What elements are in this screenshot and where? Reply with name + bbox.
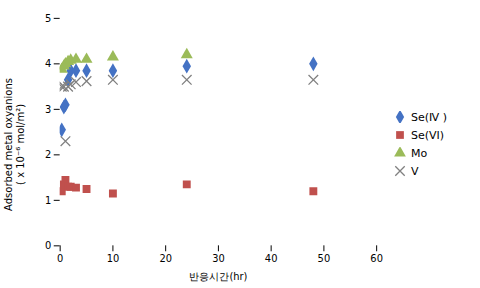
svg-text:60: 60 <box>370 252 383 263</box>
html-text:Se(ⅤⅠ): Se(ⅤⅠ) <box>411 128 445 142</box>
svg-text:4: 4 <box>45 58 51 69</box>
svg-text:20: 20 <box>159 252 172 263</box>
svg-text:1: 1 <box>45 194 51 205</box>
html-text:Adsorbed metal oxyanions ( x 1: Adsorbed metal oxyanions ( x 10⁻⁶ mol/m²… <box>3 77 26 211</box>
svg-text:50: 50 <box>318 252 331 263</box>
svg-text:30: 30 <box>212 252 225 263</box>
svg-text:40: 40 <box>265 252 278 263</box>
svg-text:0: 0 <box>57 252 63 263</box>
svg-text:10: 10 <box>107 252 120 263</box>
svg-text:5: 5 <box>45 12 51 23</box>
svg-text:반응시간(hr): 반응시간(hr) <box>189 271 247 282</box>
svg-text:2: 2 <box>45 149 51 160</box>
html-text:V: V <box>411 164 419 178</box>
html-text:Se(Ⅳ ): Se(Ⅳ ) <box>411 110 447 124</box>
svg-text:0: 0 <box>45 240 51 251</box>
html-text:Mo: Mo <box>411 146 428 160</box>
svg-text:3: 3 <box>45 103 51 114</box>
